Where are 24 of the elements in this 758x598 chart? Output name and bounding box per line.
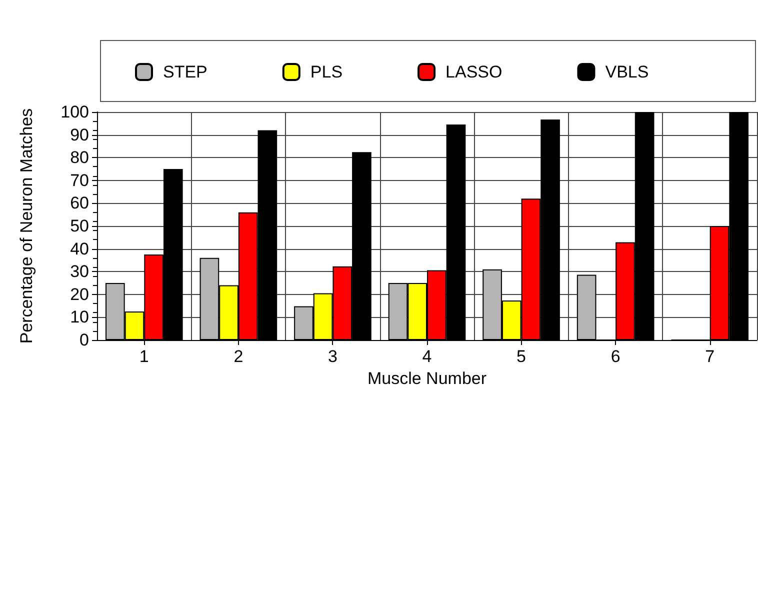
y-tick-label: 80 xyxy=(70,148,89,168)
y-tick-label: 60 xyxy=(70,194,89,213)
x-tick-label: 5 xyxy=(516,347,526,366)
legend-label: PLS xyxy=(310,62,343,82)
y-tick-label: 70 xyxy=(70,170,89,190)
y-tick-label: 30 xyxy=(70,262,89,282)
legend-label: STEP xyxy=(163,62,208,82)
x-axis-title: Muscle Number xyxy=(367,369,487,388)
x-tick-label: 2 xyxy=(234,347,244,366)
x-tick-label: 1 xyxy=(139,347,149,366)
x-tick-label: 3 xyxy=(328,347,338,366)
x-tick-label: 7 xyxy=(705,347,715,366)
y-tick-label: 10 xyxy=(70,308,89,327)
legend-label: LASSO xyxy=(446,62,502,82)
y-tick-label: 100 xyxy=(60,102,89,122)
y-tick-label: 0 xyxy=(80,330,89,350)
y-tick-label: 50 xyxy=(70,216,89,236)
legend-label: VBLS xyxy=(605,62,649,82)
x-tick-label: 4 xyxy=(422,347,432,366)
x-tick-label: 6 xyxy=(610,347,620,366)
y-tick-label: 40 xyxy=(70,239,89,258)
y-tick-label: 90 xyxy=(70,125,89,144)
y-axis-title: Percentage of Neuron Matches xyxy=(17,108,36,344)
y-tick-label: 20 xyxy=(70,284,89,304)
